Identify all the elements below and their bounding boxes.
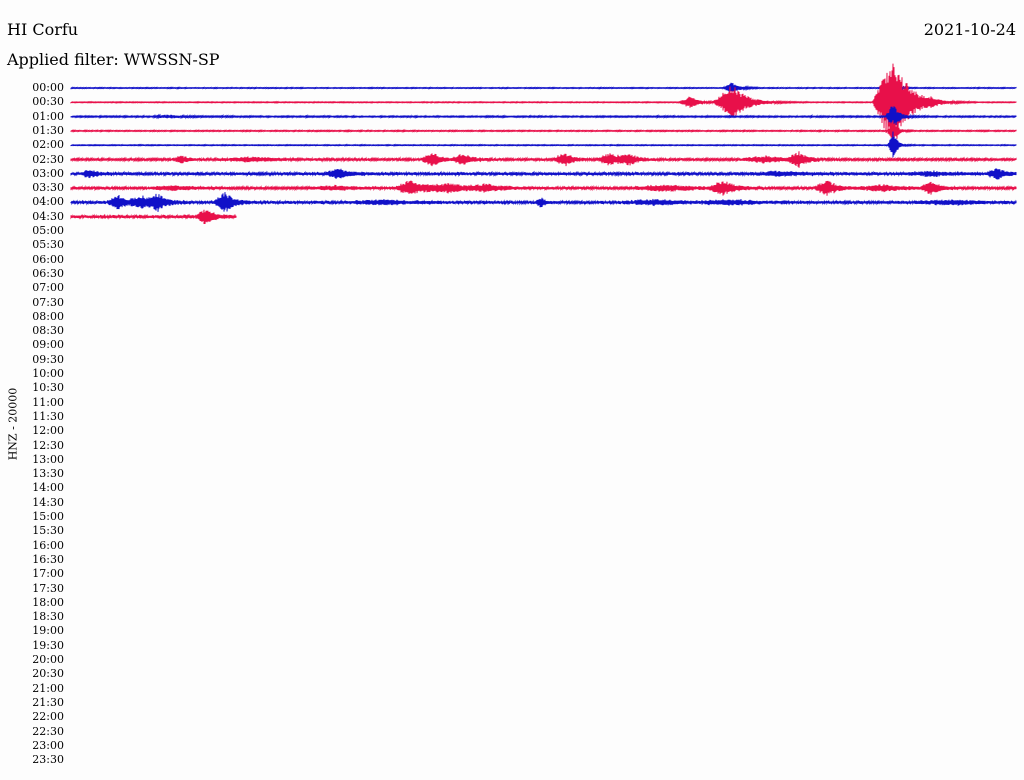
time-tick-label: 00:30 [32,95,64,109]
time-tick-label: 21:00 [32,681,64,695]
seismic-trace-0230 [70,151,1017,168]
time-tick-label: 10:30 [32,381,64,395]
time-tick-label: 09:00 [32,338,64,352]
time-tick-label: 05:00 [32,224,64,237]
seismic-trace-0100 [70,106,1017,131]
seismic-trace-0300 [70,168,1017,180]
time-tick-label: 22:00 [32,710,64,724]
time-tick-label: 23:00 [32,738,64,752]
seismic-trace-0030 [70,63,1017,149]
time-tick-label: 14:00 [32,481,64,495]
time-tick-label: 01:30 [32,123,64,137]
time-tick-label: 10:00 [32,367,64,380]
time-tick-label: 22:30 [32,724,64,738]
time-tick-label: 07:30 [32,295,64,309]
time-tick-label: 06:30 [32,266,64,280]
time-tick-label: 02:00 [32,138,64,152]
time-tick-label: 19:00 [32,624,64,638]
date-label: 2021-10-24 [923,20,1016,39]
time-tick-label: 04:00 [32,195,64,209]
seismic-trace-0200 [70,131,1017,158]
filter-label: Applied filter: WWSSN-SP [7,50,220,69]
time-tick-label: 04:30 [32,209,64,223]
time-tick-label: 13:00 [32,452,64,466]
seismic-trace-0330 [70,180,1017,196]
time-tick-label: 13:30 [32,467,64,481]
time-tick-label: 07:00 [32,281,64,295]
time-axis: 00:00 00:30 01:00 01:30 02:00 02:30 03:00 03:30… [0,0,64,780]
time-tick-label: 17:30 [32,581,64,595]
seismic-trace-0400 [70,192,1017,212]
time-tick-label: 14:30 [32,495,64,509]
time-tick-label: 08:00 [32,309,64,323]
seismic-trace-0430 [70,209,237,225]
time-tick-label: 00:00 [32,81,64,94]
time-tick-label: 02:30 [32,152,64,166]
station-title: HI Corfu [7,20,79,39]
time-tick-label: 16:00 [32,538,64,552]
seismic-trace-0130 [70,120,1017,140]
time-tick-label: 05:30 [32,238,64,252]
time-tick-label: 11:30 [32,409,64,423]
time-tick-label: 21:30 [32,695,64,709]
time-tick-label: 19:30 [32,638,64,652]
time-tick-label: 06:00 [32,252,64,266]
time-tick-label: 18:30 [32,610,64,624]
time-tick-label: 08:30 [32,324,64,338]
time-tick-label: 15:30 [32,524,64,538]
time-tick-label: 23:30 [32,753,64,767]
time-tick-label: 16:30 [32,552,64,566]
time-tick-label: 01:00 [32,109,64,123]
time-tick-label: 09:30 [32,352,64,366]
time-tick-label: 18:00 [32,595,64,609]
time-tick-label: 03:00 [32,166,64,180]
time-tick-label: 03:30 [32,181,64,195]
time-tick-label: 12:00 [32,424,64,438]
seismic-trace-0000 [70,82,1017,94]
time-tick-label: 15:00 [32,510,64,523]
time-tick-label: 20:30 [32,667,64,681]
time-tick-label: 20:00 [32,653,64,666]
time-tick-label: 17:00 [32,567,64,581]
time-tick-label: 11:00 [32,395,64,409]
time-tick-label: 12:30 [32,438,64,452]
